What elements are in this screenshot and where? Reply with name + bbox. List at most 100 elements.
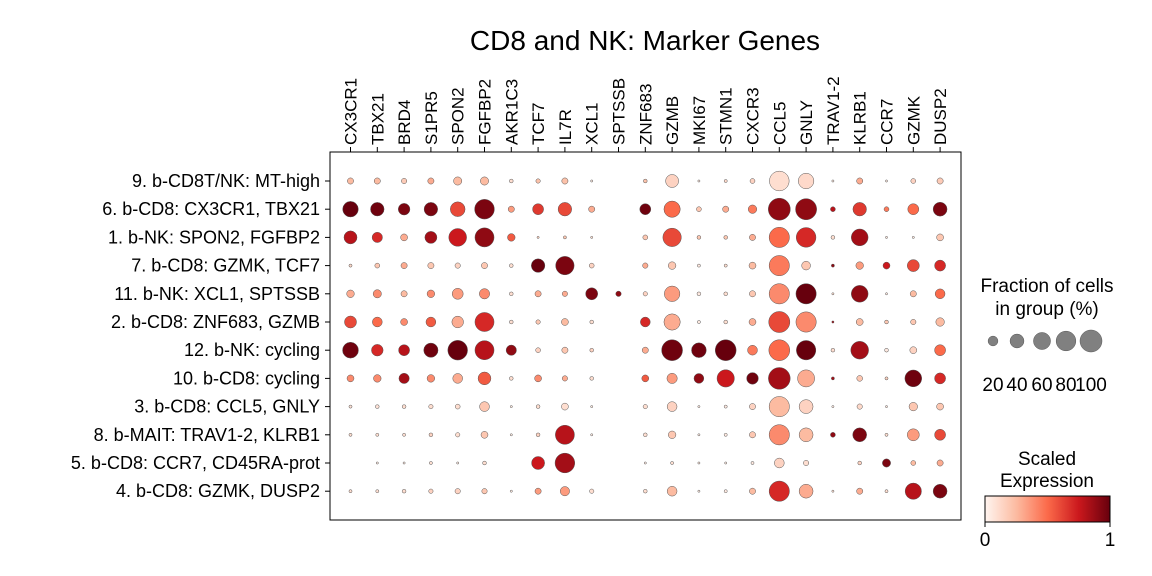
dot [455,432,461,438]
dot [852,427,867,443]
dot [663,313,681,331]
dot [796,227,817,248]
dot [936,177,944,185]
dot [589,376,594,381]
dot [697,320,701,324]
dot [749,234,756,241]
dot [747,204,758,214]
dot [932,483,948,499]
group-label: 2. b-CD8: ZNF683, GZMB [111,312,320,332]
dot [401,178,408,184]
dot [375,461,379,465]
dot [769,170,790,192]
dot [373,374,382,383]
gene-label: FGFBP2 [476,79,495,145]
dot [375,404,380,409]
dot [856,403,863,410]
dot [852,202,867,217]
dot [693,373,705,384]
gene-label: S1PR5 [422,91,441,145]
dot [909,346,918,354]
group-label: 4. b-CD8: GZMK, DUSP2 [116,481,320,501]
gene-label: TCF7 [529,103,548,146]
dot [372,289,382,299]
dot [696,291,702,296]
dot [348,489,353,494]
dot [664,285,681,302]
dot [398,344,410,356]
gene-label: ZNF683 [636,84,655,145]
dot [452,373,463,384]
dot [534,290,542,298]
gene-label: TRAV1-2 [824,76,843,145]
dot [588,262,595,269]
dot [795,198,817,220]
dot [456,461,460,465]
dot [509,178,514,184]
dot [643,489,648,494]
group-label: 6. b-CD8: CX3CR1, TBX21 [102,199,320,219]
dot [749,290,756,298]
dot [910,178,917,184]
dot [590,433,594,437]
dot [795,311,817,333]
dot [697,405,701,408]
dot [851,228,869,247]
dot [642,291,648,297]
color-legend-title-line2: Expression [1000,471,1094,492]
dot [724,461,728,465]
dot [795,283,817,305]
size-legend-label: 20 [982,375,1003,396]
gene-label: GZMB [663,96,682,145]
dot [723,291,728,296]
dot [428,404,434,410]
group-label: 1. b-NK: SPON2, FGFBP2 [108,227,320,247]
dot [750,461,755,465]
dot [400,262,408,269]
size-legend-label: 60 [1031,375,1052,396]
dot [346,289,355,298]
dot [723,179,728,183]
dot [855,318,864,326]
dot [850,341,869,360]
dot [910,460,917,466]
dot [402,432,406,437]
dot [723,489,728,494]
dot [427,177,435,185]
dot [534,487,542,495]
dot [882,458,891,468]
dot [479,288,490,300]
gene-label: DUSP2 [931,88,950,145]
dot [831,292,835,296]
dot [535,319,541,325]
dot [643,178,648,184]
dot [479,401,490,412]
dot [723,263,728,268]
dot [831,376,835,381]
dot [908,402,918,412]
group-label: 9. b-CD8T/NK: MT-high [132,171,320,191]
size-legend-title-line2: in group (%) [995,299,1099,320]
size-legend-label: 80 [1055,375,1076,396]
dot [661,339,683,361]
dot [831,405,835,408]
dot [697,489,701,493]
dot [482,460,487,466]
dot [798,399,814,414]
gene-label: CCR7 [878,99,897,145]
dot [910,319,917,325]
group-label: 5. b-CD8: CCR7, CD45RA-prot [71,453,320,473]
dot [590,405,594,408]
gene-label: BRD4 [395,100,414,145]
dot [909,290,917,298]
dot [885,236,888,239]
dot [563,235,567,240]
dot [768,197,791,221]
gene-label: CXCR3 [744,87,763,145]
dot [935,317,945,327]
dot [474,312,495,332]
dot [507,205,515,213]
dot [536,236,540,239]
dot [885,179,888,183]
dot [904,482,922,500]
